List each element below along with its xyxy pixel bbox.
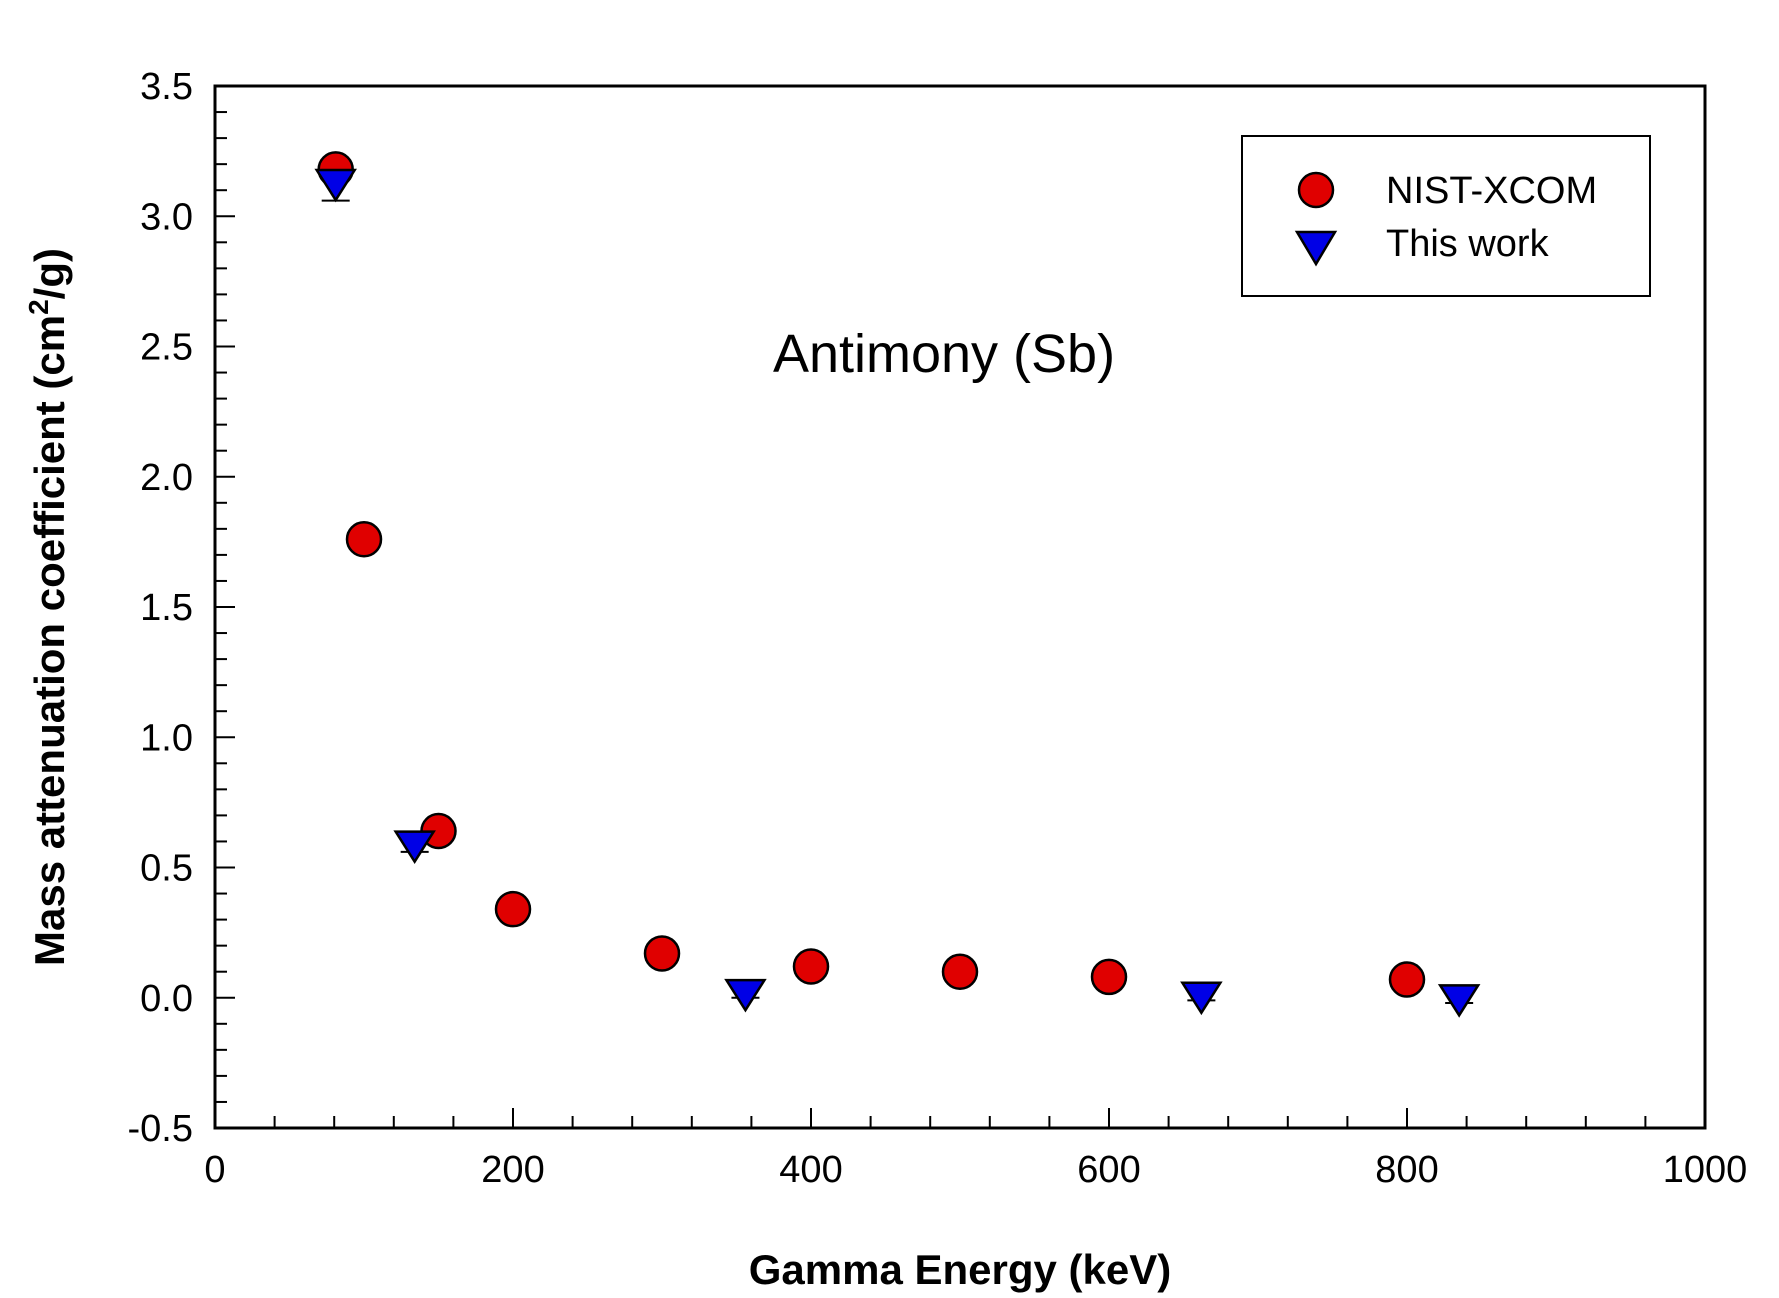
legend-marker-nist-xcom [1297, 171, 1335, 209]
data-point-circle [941, 953, 979, 990]
element-annotation: Antimony (Sb) [773, 324, 1115, 384]
data-point-circle [792, 948, 830, 985]
x-tick-label: 200 [481, 1149, 544, 1191]
legend-marker-this-work [1294, 230, 1338, 267]
data-series [314, 151, 1481, 1018]
data-point-triangle [724, 978, 767, 1013]
axis-tick-labels: 0 200 400 600 800 1000 -0.5 0.0 0.5 1.0 1.5 2.0 2.5 3… [128, 66, 1748, 1191]
data-point-triangle [1437, 984, 1481, 1018]
y-axis-title-superscript: 2 [23, 299, 54, 315]
data-point-triangle [314, 168, 357, 203]
legend-label-nist-xcom: NIST-XCOM [1386, 170, 1597, 212]
y-tick-label: 0.5 [140, 848, 193, 890]
y-axis-title-prefix: Mass attenuation coefficient (cm [26, 315, 73, 966]
axis-ticks [214, 85, 1706, 1129]
y-tick-label: -0.5 [128, 1108, 193, 1150]
data-point-circle [643, 935, 681, 972]
x-tick-label: 600 [1077, 1149, 1140, 1191]
legend: NIST-XCOM This work [1241, 135, 1651, 297]
y-tick-label: 1.0 [140, 717, 193, 759]
x-tick-label: 0 [204, 1149, 225, 1191]
y-tick-label: 2.0 [140, 457, 193, 499]
y-tick-label: 0.0 [140, 978, 193, 1020]
y-axis-title: Mass attenuation coefficient (cm2/g) [23, 248, 73, 966]
y-tick-label: 3.0 [140, 196, 193, 238]
x-tick-label: 1000 [1663, 1149, 1748, 1191]
y-tick-label: 1.5 [140, 587, 193, 629]
data-point-triangle [393, 830, 436, 864]
data-point-circle [494, 890, 532, 928]
data-point-circle [345, 521, 383, 558]
legend-label-this-work: This work [1386, 223, 1550, 265]
legend-box [1241, 135, 1651, 297]
x-axis-title: Gamma Energy (keV) [749, 1246, 1172, 1293]
data-point-triangle [1180, 981, 1223, 1016]
x-tick-label: 800 [1375, 1149, 1438, 1191]
data-point-circle [1090, 958, 1128, 996]
y-tick-label: 2.5 [140, 327, 193, 369]
data-point-circle [1388, 961, 1426, 998]
y-tick-label: 3.5 [140, 66, 193, 108]
x-tick-label: 400 [779, 1149, 842, 1191]
series-2 [314, 168, 1481, 1018]
y-axis-title-suffix: /g) [26, 248, 73, 299]
